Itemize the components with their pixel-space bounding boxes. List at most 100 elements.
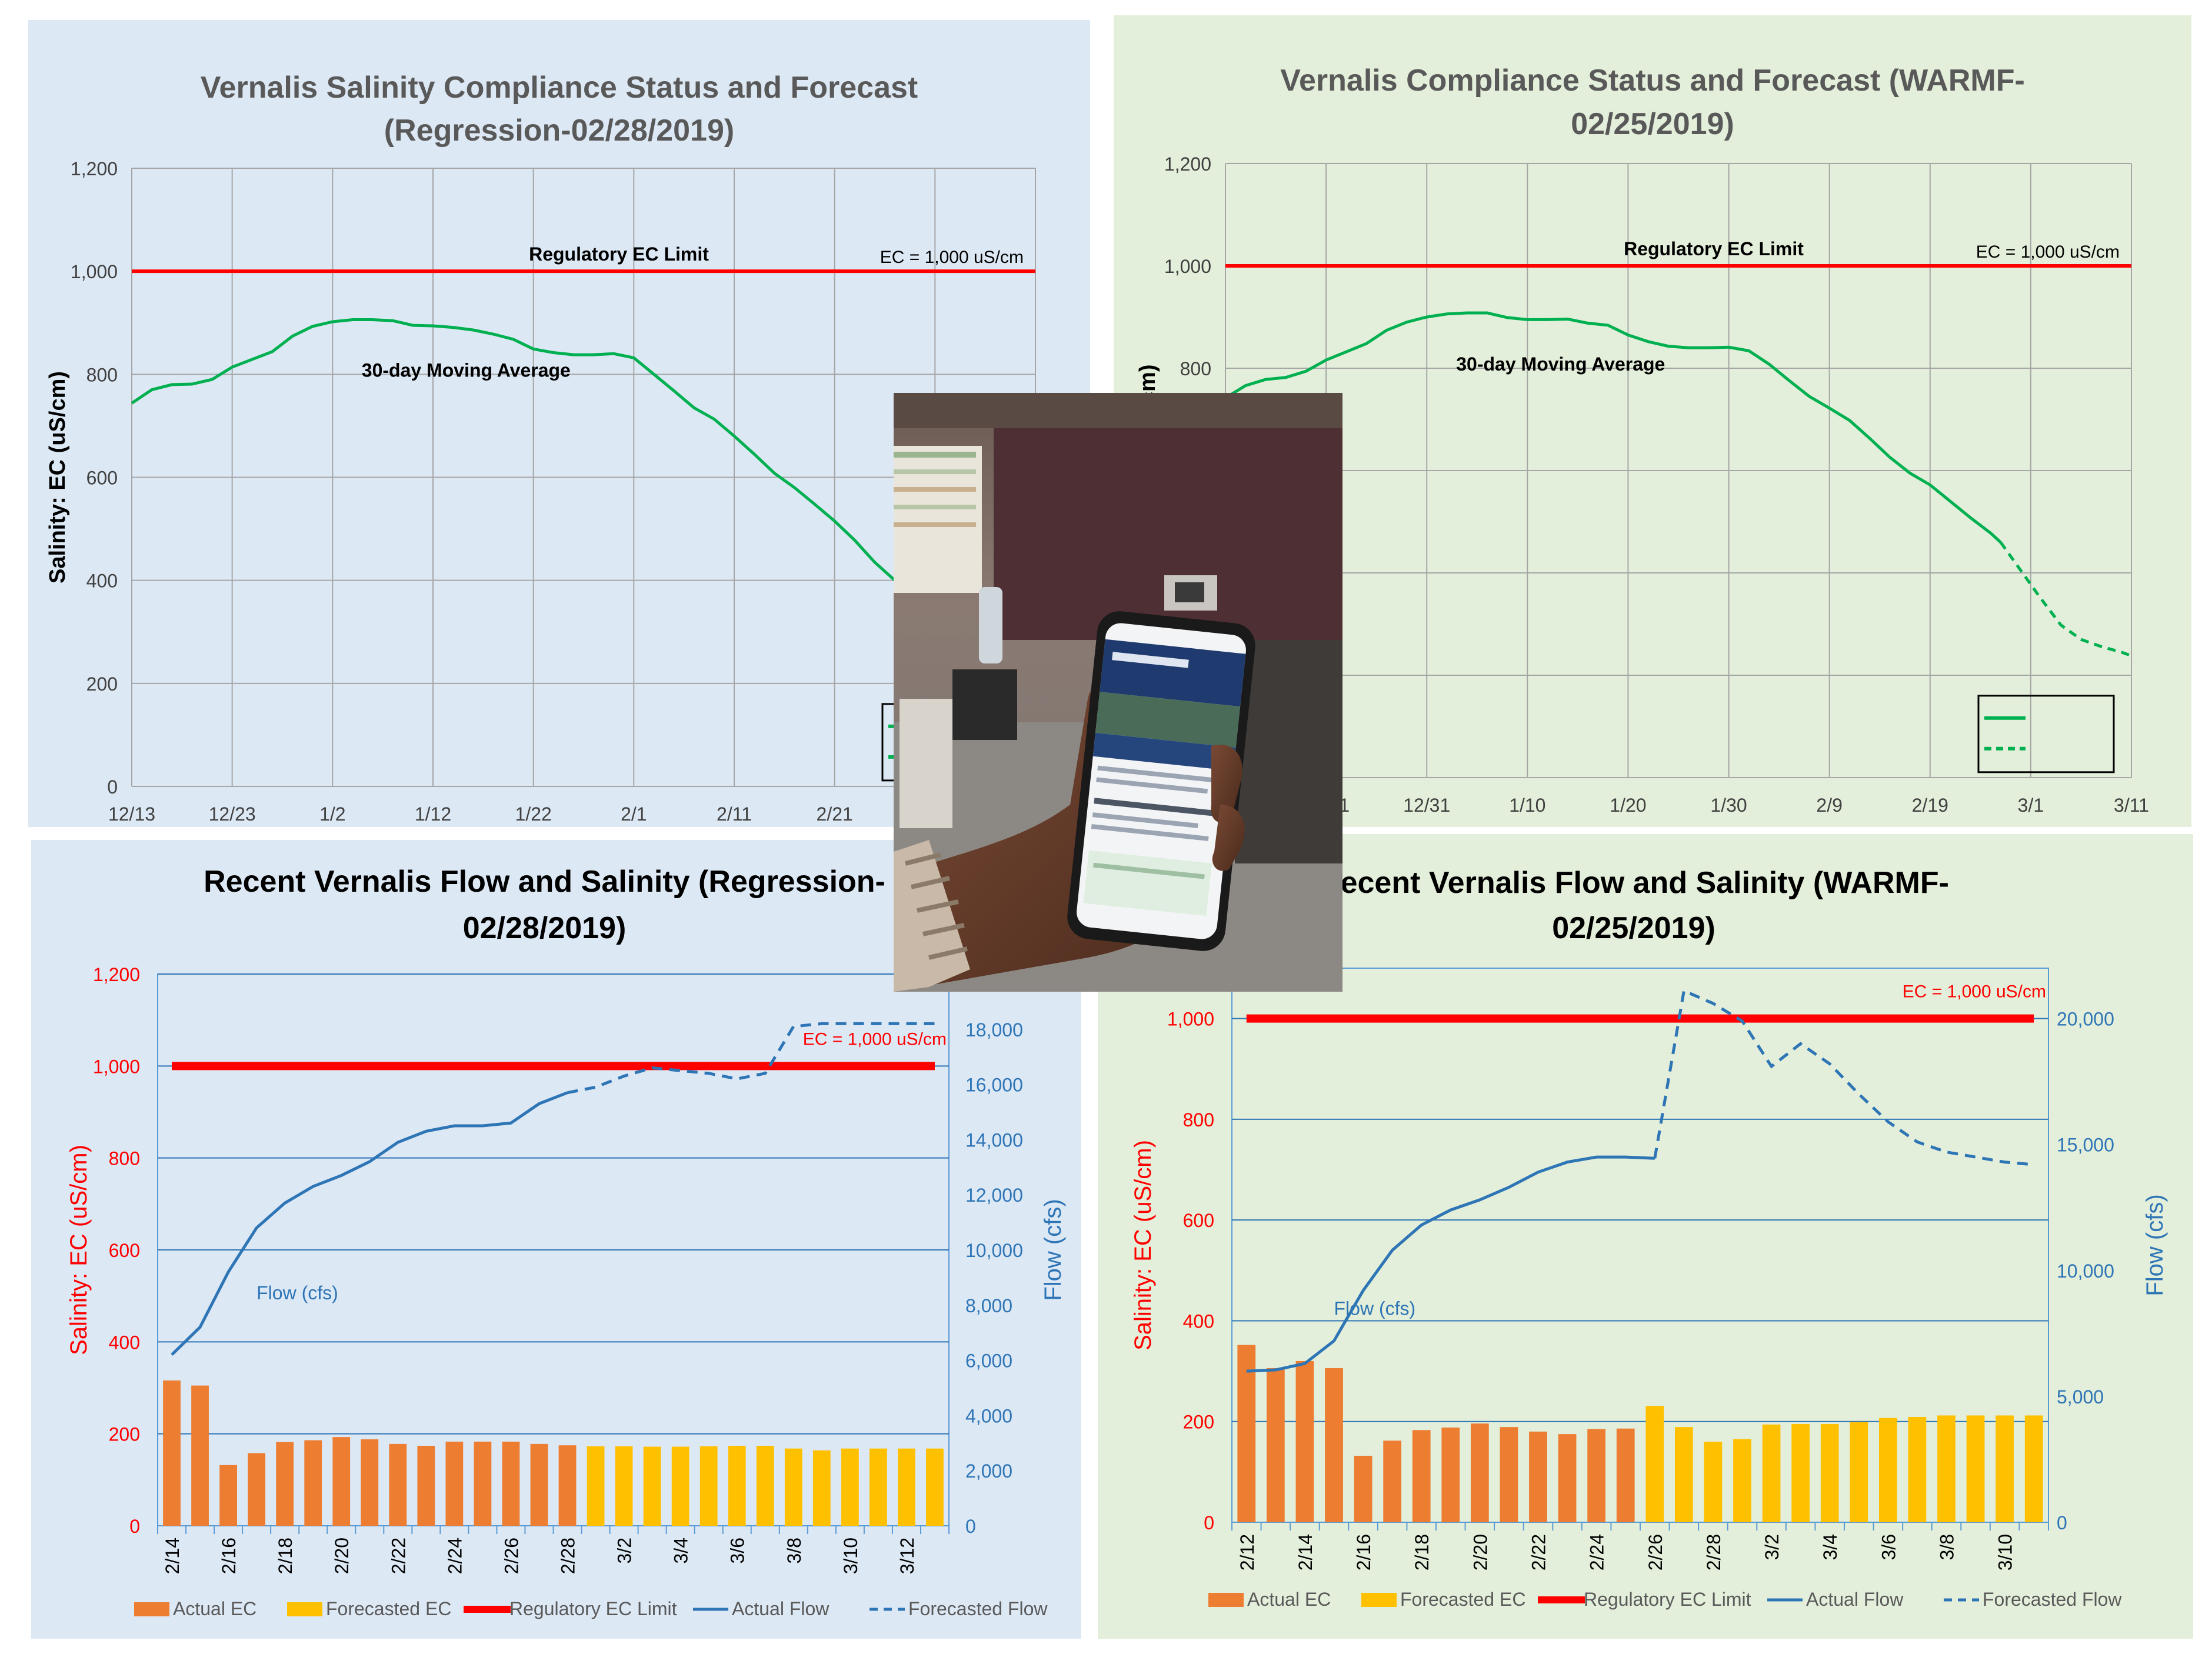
limit-value-label: EC = 1,000 uS/cm [803, 1029, 947, 1049]
actual-ec-bar [1500, 1427, 1518, 1522]
y-axis-label: Salinity: EC (uS/cm) [1130, 1140, 1156, 1350]
legend-label: Forecasted Flow [908, 1598, 1048, 1619]
y2-tick-label: 12,000 [965, 1185, 1023, 1206]
y-tick-label: 400 [86, 571, 118, 592]
limit-value-label: EC = 1,000 uS/cm [880, 248, 1024, 267]
legend-label: Forecasted EC [1400, 1589, 1525, 1610]
y2-tick-label: 0 [2057, 1512, 2067, 1533]
x-tick-label: 12/23 [209, 803, 256, 825]
x-tick-label: 2/20 [1470, 1534, 1491, 1570]
forecast-ec-bar [1937, 1415, 1956, 1522]
chart-title: Vernalis Compliance Status and Forecast … [1280, 64, 2025, 98]
flow-label: Flow (cfs) [1334, 1298, 1416, 1319]
actual-ec-bar [558, 1445, 577, 1526]
limit-label: Regulatory EC Limit [529, 244, 709, 265]
x-tick-label: 3/4 [671, 1538, 692, 1563]
forecast-ec-bar [1674, 1427, 1693, 1522]
chart-title: 02/25/2019) [1552, 911, 1715, 945]
x-tick-label: 2/22 [388, 1538, 409, 1574]
actual-ec-bar [276, 1442, 294, 1526]
actual-ec-bar [530, 1443, 548, 1526]
legend-label: Regulatory EC Limit [1584, 1589, 1751, 1610]
y-tick-label: 200 [1183, 1412, 1214, 1433]
forecast-ec-bar [1791, 1424, 1810, 1522]
forecast-ec-bar [728, 1445, 746, 1526]
y2-tick-label: 16,000 [965, 1075, 1023, 1096]
actual-ec-bar [1529, 1431, 1547, 1522]
x-tick-label: 2/1 [621, 803, 647, 825]
x-tick-label: 2/28 [558, 1538, 579, 1574]
y-tick-label: 200 [86, 673, 118, 695]
x-tick-label: 2/28 [1703, 1534, 1724, 1570]
actual-ec-bar [1587, 1429, 1606, 1522]
actual-ec-bar [417, 1445, 435, 1526]
y-tick-label: 0 [129, 1516, 140, 1537]
actual-ec-bar [1295, 1360, 1314, 1522]
x-tick-label: 3/6 [1878, 1534, 1899, 1560]
y2-tick-label: 5,000 [2057, 1386, 2104, 1408]
x-tick-label: 3/11 [2114, 795, 2149, 816]
x-tick-label: 3/2 [614, 1538, 635, 1563]
moving-average-line [131, 318, 896, 582]
y-tick-label: 0 [107, 776, 118, 798]
actual-ec-bar [219, 1465, 237, 1526]
y2-tick-label: 10,000 [2057, 1260, 2114, 1282]
legend-label: Actual Flow [732, 1598, 830, 1619]
actual-ec-bar [1354, 1455, 1372, 1522]
x-tick-label: 3/2 [1761, 1534, 1783, 1560]
y-tick-label: 1,000 [71, 261, 118, 282]
y2-tick-label: 20,000 [2057, 1009, 2114, 1030]
y-tick-label: 800 [1183, 1109, 1214, 1131]
forecast-ec-bar [841, 1448, 859, 1526]
legend-label: Actual EC [173, 1598, 256, 1619]
legend-label: Actual EC [1247, 1589, 1331, 1610]
y-tick-label: 1,200 [93, 964, 140, 985]
y2-tick-label: 4,000 [965, 1405, 1012, 1426]
actual-ec-bar [1412, 1430, 1431, 1522]
x-tick-label: 3/4 [1820, 1534, 1841, 1560]
x-tick-label: 3/8 [784, 1538, 805, 1563]
flow-salinity-chart-regression: Recent Vernalis Flow and Salinity (Regre… [66, 865, 1066, 1619]
x-tick-label: 2/12 [1237, 1534, 1258, 1570]
y2-tick-label: 8,000 [965, 1295, 1012, 1316]
actual-flow-line [1246, 1155, 1655, 1373]
y-tick-label: 600 [109, 1240, 140, 1261]
forecast-ec-bar [1850, 1422, 1868, 1522]
chart-panel-regression-flow: Recent Vernalis Flow and Salinity (Regre… [31, 840, 1081, 1639]
x-tick-label: 3/8 [1937, 1534, 1958, 1560]
chart-title: Recent Vernalis Flow and Salinity (Regre… [204, 865, 885, 899]
x-tick-label: 3/1 [2018, 795, 2044, 816]
y-tick-label: 400 [1183, 1310, 1214, 1332]
x-tick-label: 2/24 [1587, 1534, 1608, 1570]
y2-tick-label: 6,000 [965, 1350, 1012, 1372]
y-axis-label: Salinity: EC (uS/cm) [45, 371, 70, 583]
y2-tick-label: 15,000 [2057, 1135, 2114, 1156]
chart-title: Recent Vernalis Flow and Salinity (WARMF… [1318, 866, 1949, 900]
forecast-ec-bar [1908, 1417, 1927, 1522]
legend-label: Actual Flow [1806, 1589, 1904, 1610]
y2-tick-label: 10,000 [965, 1240, 1023, 1261]
chart-title: (Regression-02/28/2019) [384, 114, 734, 148]
flow-label: Flow (cfs) [256, 1282, 338, 1303]
forecast-flow-line [1653, 988, 2034, 1166]
actual-ec-bar [389, 1443, 407, 1526]
flow-salinity-chart-warmf: Recent Vernalis Flow and Salinity (WARMF… [1130, 866, 2168, 1610]
forecast-ec-bar [756, 1445, 774, 1526]
legend-box [1977, 695, 2115, 773]
forecast-ec-bar [1966, 1415, 1985, 1522]
y-tick-label: 800 [86, 364, 118, 385]
chart-title: 02/25/2019) [1571, 107, 1734, 141]
legend-swatch-forecast-ec [287, 1602, 322, 1616]
x-tick-label: 3/6 [727, 1538, 748, 1563]
forecast-moving-average-line [1999, 541, 2132, 658]
y-tick-label: 1,200 [71, 158, 118, 179]
limit-value-label: EC = 1,000 uS/cm [1903, 982, 2046, 1002]
x-tick-label: 2/11 [717, 803, 752, 825]
y-tick-label: 600 [1183, 1210, 1214, 1231]
forecast-flow-line [567, 1022, 935, 1095]
forecast-ec-bar [615, 1446, 633, 1526]
x-tick-label: 2/14 [162, 1538, 183, 1574]
x-tick-label: 2/22 [1528, 1534, 1550, 1570]
x-tick-label: 3/10 [1995, 1534, 2016, 1570]
y2-tick-label: 18,000 [965, 1019, 1023, 1041]
